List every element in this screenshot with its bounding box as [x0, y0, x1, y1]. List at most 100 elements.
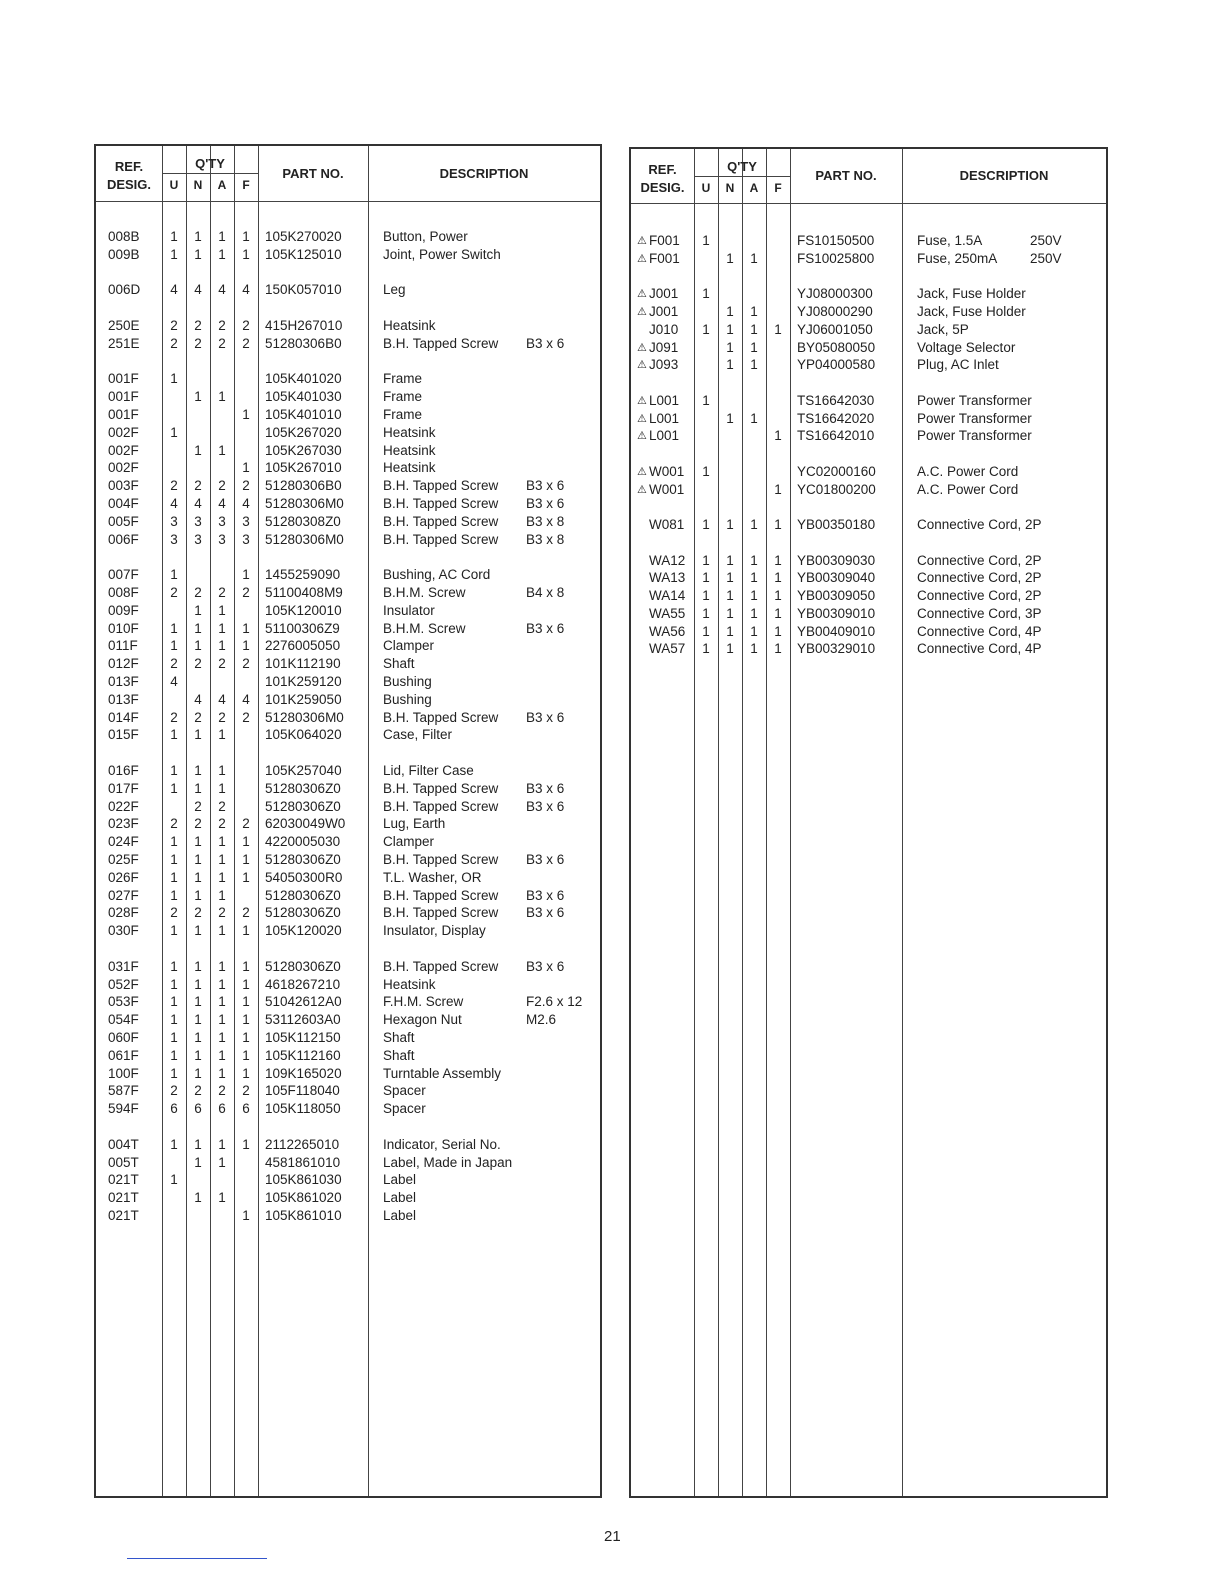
description: Power Transformer: [917, 410, 1032, 426]
table-row: 004F 4 4 4 4 51280306M0 B.H. Tapped Screw B3 x …: [96, 495, 600, 513]
qty-n: 1: [194, 727, 202, 743]
table-row: 594F 6 6 6 6 105K118050 Spacer: [96, 1100, 600, 1118]
table-row: 054F 1 1 1 1 53112603A0 Hexagon Nut M2.6: [96, 1011, 600, 1029]
ref-desig: W081: [649, 517, 685, 532]
header-part-no: PART NO.: [815, 168, 877, 183]
table-row: ⚠ J091 1 1 BY05080050 Voltage Selector: [631, 339, 1106, 357]
description: B.H. Tapped Screw: [383, 958, 499, 974]
warning-triangle-icon: ⚠: [637, 465, 647, 478]
table-row: 008B 1 1 1 1 105K270020 Button, Power: [96, 228, 600, 246]
ref-desig: 008F: [108, 585, 139, 600]
qty-n: 2: [194, 709, 202, 725]
header-qty: Q'TY: [727, 159, 757, 174]
qty-f: 1: [242, 852, 250, 867]
qty-a: 1: [218, 620, 226, 636]
part-no: 105F118040: [265, 1083, 340, 1099]
qty-u: 1: [170, 1030, 178, 1045]
qty-n: 1: [194, 887, 202, 903]
ref-desig: 053F: [108, 994, 139, 1010]
qty-a: 1: [218, 602, 226, 618]
description: Label, Made in Japan: [383, 1154, 513, 1170]
qty-n: 2: [194, 335, 202, 351]
description-spec: 250V: [1030, 233, 1062, 248]
table-row: 005T 1 1 4581861010 Label, Made in Japan: [96, 1154, 600, 1172]
qty-u: 2: [170, 905, 178, 921]
qty-a: 1: [750, 570, 758, 586]
qty-f: 1: [242, 976, 250, 992]
part-no: 4581861010: [265, 1154, 341, 1170]
part-no: BY05080050: [797, 339, 876, 355]
description: Shaft: [383, 1047, 415, 1063]
part-no: TS16642010: [797, 428, 875, 444]
description: Turntable Assembly: [383, 1065, 502, 1081]
ref-desig: 009F: [108, 602, 139, 618]
description: Label: [383, 1208, 417, 1223]
ref-desig: 027F: [108, 887, 139, 903]
ref-desig: 002F: [108, 442, 139, 458]
ref-desig: 023F: [108, 816, 139, 832]
warning-triangle-icon: ⚠: [637, 288, 647, 301]
description-spec: B3 x 6: [526, 798, 565, 814]
qty-f: 4: [242, 282, 250, 298]
qty-a: 1: [218, 958, 226, 974]
description: Jack, Fuse Holder: [917, 304, 1026, 319]
qty-u: 1: [702, 392, 710, 408]
ref-desig: 009B: [108, 246, 140, 262]
qty-n: 1: [194, 958, 202, 974]
table-row: 250E 2 2 2 2 415H267010 Heatsink: [96, 317, 600, 335]
qty-a: 2: [218, 816, 226, 832]
table-row: 013F 4 101K259120 Bushing: [96, 673, 600, 691]
table-row: 024F 1 1 1 1 4220005030 Clamper: [96, 833, 600, 851]
qty-u: 1: [170, 1012, 178, 1028]
warning-triangle-icon: ⚠: [637, 235, 647, 247]
qty-n: 2: [194, 905, 202, 921]
description: Hexagon Nut: [383, 1012, 462, 1028]
warning-triangle-icon: ⚠: [637, 394, 647, 407]
qty-u: 1: [170, 620, 178, 636]
table-row: 028F 2 2 2 2 51280306Z0 B.H. Tapped Screw B3 x …: [96, 904, 600, 922]
header-n: N: [193, 178, 203, 192]
description-spec: B3 x 8: [526, 531, 565, 547]
qty-n: 1: [194, 1065, 202, 1081]
part-no: 51280306Z0: [265, 958, 341, 974]
qty-u: 2: [170, 335, 178, 351]
qty-n: 1: [194, 1190, 202, 1206]
description: Button, Power: [383, 229, 468, 244]
qty-n: 4: [194, 496, 202, 511]
description: B.H.M. Screw: [383, 585, 466, 600]
qty-a: 1: [218, 1154, 226, 1170]
qty-subdivider: [234, 173, 235, 201]
column-divider: [234, 146, 235, 1496]
qty-a: 1: [218, 442, 226, 458]
qty-u: 1: [702, 552, 710, 568]
qty-a: 1: [218, 869, 226, 885]
qty-f: 1: [242, 834, 250, 850]
part-no: 105K118050: [265, 1101, 341, 1117]
ref-desig: 001F: [108, 389, 139, 405]
description-spec: B3 x 6: [526, 780, 565, 796]
qty-u: 2: [170, 709, 178, 725]
qty-a: 1: [218, 727, 226, 743]
column-divider: [186, 146, 187, 1496]
description: Frame: [383, 371, 423, 387]
ref-desig: J001: [649, 304, 679, 319]
qty-n: 1: [194, 246, 202, 262]
ref-desig: WA12: [649, 552, 686, 568]
qty-n: 1: [194, 638, 202, 654]
qty-f: 1: [774, 428, 782, 444]
table-row: ⚠ L001 1 TS16642030 Power Transformer: [631, 392, 1106, 410]
qty-f: 4: [242, 691, 250, 707]
ref-desig: 004T: [108, 1136, 139, 1152]
header-desig: DESIG.: [640, 180, 685, 195]
table-row: 001F 1 1 105K401030 Frame: [96, 388, 600, 406]
part-no: 105K257040: [265, 763, 342, 778]
qty-n: 2: [194, 656, 202, 672]
table-row: ⚠ L001 1 1 TS16642020 Power Transformer: [631, 410, 1106, 428]
ref-desig: WA55: [649, 605, 686, 621]
qty-u: 1: [170, 923, 178, 939]
part-no: YB00309030: [797, 552, 876, 568]
description-spec: B3 x 6: [526, 620, 565, 636]
table-row: ⚠ J001 1 1 YJ08000290 Jack, Fuse Holder: [631, 303, 1106, 321]
table-row: 052F 1 1 1 1 4618267210 Heatsink: [96, 976, 600, 994]
qty-n: 1: [194, 976, 202, 992]
